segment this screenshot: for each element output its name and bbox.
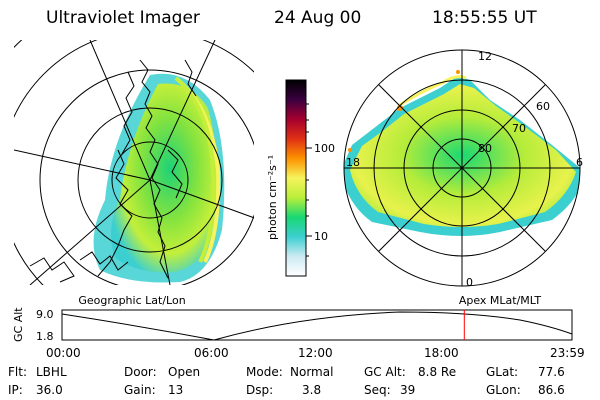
mlt-label-18: 18 (346, 156, 360, 169)
gain-label: Gain: (124, 383, 156, 397)
seq-value: 39 (400, 383, 416, 397)
left-aurora-inner (111, 83, 218, 273)
colorbar-tick-100: 100 (314, 142, 335, 155)
geographic-map (14, 40, 254, 285)
glat-label: GLat: (486, 365, 519, 379)
seq-label: Seq: (364, 383, 391, 397)
mode-value: Normal (290, 365, 334, 379)
dsp-label: Dsp: (246, 383, 274, 397)
timeline-panel: GC Alt 9.0 1.8 (12, 307, 573, 343)
mlt-label-12: 12 (478, 50, 492, 63)
mode-label: Mode: (246, 365, 283, 379)
mlat-label-80: 80 (478, 142, 492, 155)
glat-value: 77.6 (538, 365, 565, 379)
dsp-value: 3.8 (302, 383, 322, 397)
right-aurora-inner (350, 84, 576, 227)
colorbar-swatch (285, 79, 307, 277)
timeline-ytick-1.8: 1.8 (36, 330, 54, 343)
timeline-xtick-4: 23:59 (550, 346, 585, 360)
mlt-label-6: 6 (576, 156, 583, 169)
left-map-caption: Geographic Lat/Lon (78, 294, 185, 307)
timeline-xtick-2: 12:00 (298, 346, 333, 360)
timeline-xtick-0: 00:00 (46, 346, 81, 360)
filter-value: LBHL (36, 365, 67, 379)
filter-label: Flt: (8, 365, 27, 379)
timeline-xtick-3: 18:00 (424, 346, 459, 360)
timeline-xtick-1: 06:00 (194, 346, 229, 360)
ip-label: IP: (8, 383, 23, 397)
date-label: 24 Aug 00 (274, 8, 362, 28)
glon-value: 86.6 (538, 383, 565, 397)
door-value: Open (168, 365, 201, 379)
mlat-label-70: 70 (512, 122, 526, 135)
gcalt-value: 8.8 Re (418, 365, 457, 379)
ip-value: 36.0 (36, 383, 63, 397)
right-map-caption: Apex MLat/MLT (459, 294, 542, 307)
polar-plot: 12 18 6 0 60 70 80 (343, 49, 583, 289)
gcalt-label: GC Alt: (364, 365, 406, 379)
glon-label: GLon: (486, 383, 521, 397)
mlt-label-0: 0 (466, 276, 473, 289)
time-label: 18:55:55 UT (432, 8, 537, 28)
colorbar-label: photon cm⁻²s⁻¹ (266, 155, 279, 240)
mlat-label-60: 60 (536, 100, 550, 113)
colorbar-tick-10: 10 (314, 230, 328, 243)
timeline-ytick-9: 9.0 (36, 308, 54, 321)
gain-value: 13 (168, 383, 184, 397)
colorbar: 100 10 photon cm⁻²s⁻¹ (266, 79, 335, 277)
instrument-title: Ultraviolet Imager (46, 8, 200, 28)
altitude-curve (61, 311, 573, 341)
timeline-ylabel: GC Alt (12, 307, 25, 342)
door-label: Door: (124, 365, 157, 379)
